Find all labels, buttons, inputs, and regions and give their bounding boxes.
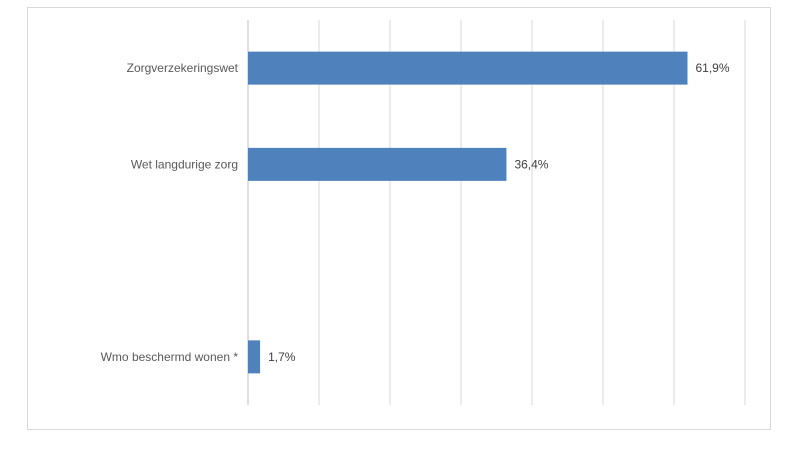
bar [248,340,261,374]
value-labels: 61,9% 36,4% 1,7% [268,61,730,364]
category-label: Zorgverzekeringswet [127,61,239,75]
data-label: 36,4% [514,157,548,171]
bar [248,51,688,85]
data-label: 1,7% [268,350,296,364]
category-labels: Zorgverzekeringswet Wet langdurige zorg Wm… [101,61,239,364]
category-label: Wmo beschermd wonen * [101,350,239,364]
data-label: 61,9% [695,61,729,75]
category-label: Wet langdurige zorg [131,157,238,171]
bar [248,147,507,181]
bars [248,51,688,374]
